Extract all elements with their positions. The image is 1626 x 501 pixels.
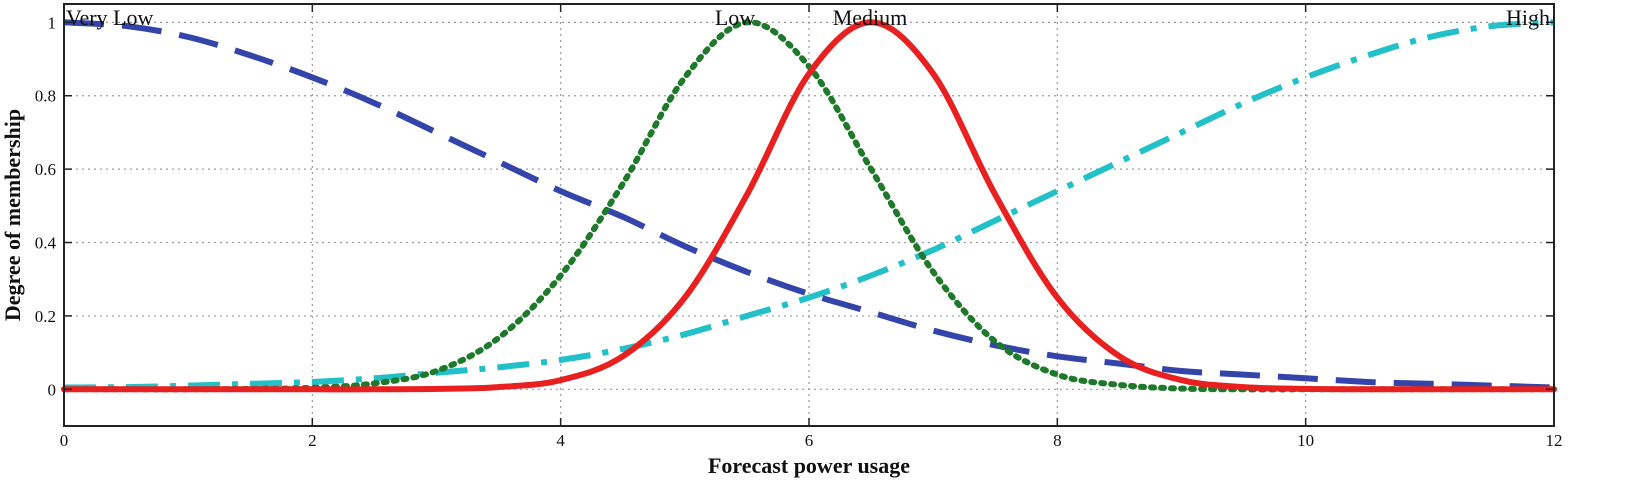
- y-tick-label: 0: [48, 380, 57, 399]
- series-layer: [61, 19, 1557, 393]
- y-tick-label: 0.2: [35, 307, 56, 326]
- y-tick-label: 0.4: [35, 234, 57, 253]
- y-tick-label: 1: [48, 13, 57, 32]
- x-tick-label: 8: [1053, 431, 1062, 450]
- x-tick-label: 10: [1297, 431, 1314, 450]
- series-line-very-low: [63, 19, 1555, 391]
- series-labels: Very Low Low Medium High: [66, 5, 1550, 30]
- series-label-high: High: [1506, 5, 1550, 30]
- x-tick-label: 0: [60, 431, 69, 450]
- y-axis-title: Degree of membership: [0, 109, 25, 321]
- x-tick-label: 2: [308, 431, 317, 450]
- tick-labels: 0 2 4 6 8 10 12 0 0.2 0.4 0.6 0.8 1: [35, 13, 1563, 450]
- series-line-high: [63, 19, 1555, 391]
- y-tick-label: 0.8: [35, 87, 56, 106]
- x-tick-label: 4: [556, 431, 565, 450]
- x-tick-label: 6: [805, 431, 814, 450]
- series-label-low: Low: [715, 5, 755, 30]
- x-axis-title: Forecast power usage: [708, 453, 910, 478]
- x-tick-label: 12: [1546, 431, 1563, 450]
- tick-marks: [63, 4, 1555, 426]
- grid-lines: [64, 4, 1554, 426]
- series-label-medium: Medium: [833, 5, 908, 30]
- series-label-very-low: Very Low: [66, 5, 153, 30]
- series-line-medium: [61, 19, 1557, 393]
- y-tick-label: 0.6: [35, 160, 56, 179]
